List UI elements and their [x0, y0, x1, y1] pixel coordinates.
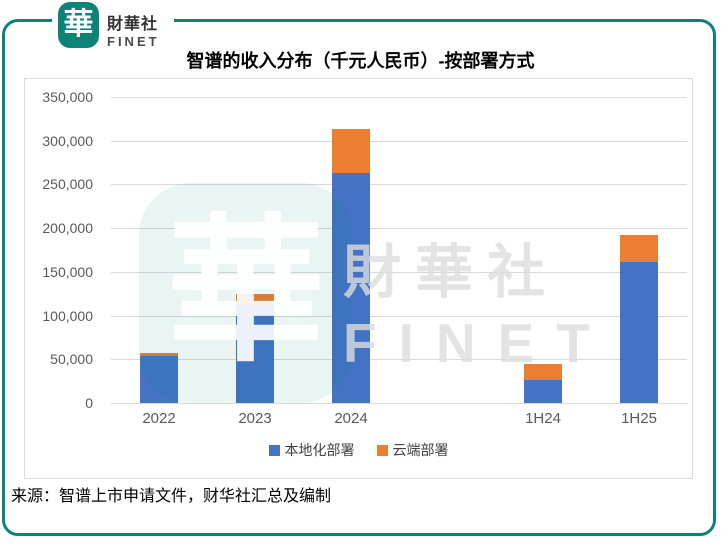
bar-segment-本地化部署: [140, 355, 178, 403]
bar-segment-云端部署: [620, 235, 658, 263]
x-axis-tick-label: 2022: [142, 410, 176, 427]
finet-logo: 華 財華社 FINET: [52, 0, 174, 52]
gridline: [111, 359, 687, 361]
plot-area: [111, 97, 687, 404]
legend-item: 云端部署: [376, 440, 449, 460]
gridline: [111, 403, 687, 404]
y-axis-tick-label: 350,000: [42, 89, 93, 105]
source-note: 来源：智谱上市申请文件，财华社汇总及编制: [11, 488, 332, 505]
gridline: [111, 315, 687, 317]
bar-segment-本地化部署: [620, 262, 658, 403]
gridline: [111, 140, 687, 142]
legend-swatch-icon: [268, 444, 280, 456]
logo-name: 財華社: [107, 16, 159, 33]
bar-segment-本地化部署: [524, 380, 562, 403]
bar-stack: [428, 97, 466, 403]
bar-stack: [140, 97, 178, 403]
y-axis-tick-label: 300,000: [42, 132, 93, 149]
y-axis-tick-label: 100,000: [42, 307, 93, 324]
y-axis-tick-label: 150,000: [42, 263, 93, 280]
finet-seal-icon: 華: [58, 2, 99, 48]
bar-slot-1H25: [591, 97, 687, 403]
bar-stack: [236, 97, 274, 403]
y-axis-tick-label: 50,000: [50, 351, 93, 368]
bar-slot-1H24: [495, 97, 591, 403]
gridline: [111, 184, 687, 186]
bar-segment-本地化部署: [236, 305, 274, 403]
bar-segment-本地化部署: [332, 173, 370, 403]
gridline: [111, 97, 687, 98]
logo-subname: FINET: [107, 34, 160, 49]
y-axis: 350,000 300,000 250,000 200,000 150,000 100,0…: [25, 89, 101, 411]
x-axis-tick-label: 1H24: [525, 410, 561, 427]
y-axis-tick-label: 250,000: [42, 176, 93, 193]
x-axis-tick-label: 2024: [334, 410, 368, 427]
bar-stack: [332, 97, 370, 403]
bar-slot-2023: [207, 97, 303, 403]
bar-segment-云端部署: [236, 293, 274, 306]
bar-slot-empty: [399, 97, 495, 403]
bar-segment-云端部署: [332, 129, 370, 174]
legend-label: 云端部署: [392, 442, 449, 458]
x-axis-tick-label: 2023: [238, 410, 272, 427]
legend-label: 本地化部署: [284, 442, 355, 458]
x-axis: 2022 2023 2024 1H24 1H25: [111, 410, 687, 427]
bar-stack: [524, 97, 562, 403]
bar-series: [111, 97, 687, 403]
y-axis-tick-label: 200,000: [42, 220, 93, 237]
finet-logo-text: 財華社 FINET: [107, 2, 160, 49]
bar-stack: [620, 97, 658, 403]
legend-item: 本地化部署: [268, 440, 355, 460]
chart-title: 智谱的收入分布（千元人民币）-按部署方式: [186, 51, 535, 71]
teal-frame-border: [2, 19, 716, 536]
x-axis-tick-label: 1H25: [621, 410, 657, 427]
bar-segment-云端部署: [140, 353, 178, 356]
chart-area: 350,000 300,000 250,000 200,000 150,000 100,0…: [24, 78, 693, 479]
bar-slot-2022: [111, 97, 207, 403]
legend-swatch-icon: [376, 444, 388, 456]
x-axis-tick-label: [399, 410, 495, 427]
y-axis-tick-label: 0: [85, 395, 93, 411]
legend: 本地化部署 云端部署: [25, 440, 692, 460]
gridline: [111, 228, 687, 230]
bar-segment-云端部署: [524, 363, 562, 381]
gridline: [111, 271, 687, 273]
bar-slot-2024: [303, 97, 399, 403]
